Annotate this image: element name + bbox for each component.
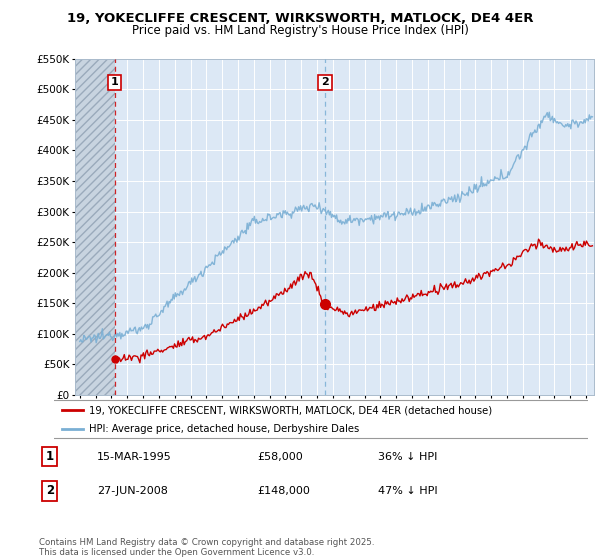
- Text: £148,000: £148,000: [257, 486, 310, 496]
- Text: 15-MAR-1995: 15-MAR-1995: [97, 451, 172, 461]
- Text: £58,000: £58,000: [257, 451, 302, 461]
- Text: 19, YOKECLIFFE CRESCENT, WIRKSWORTH, MATLOCK, DE4 4ER: 19, YOKECLIFFE CRESCENT, WIRKSWORTH, MAT…: [67, 12, 533, 25]
- Text: Contains HM Land Registry data © Crown copyright and database right 2025.
This d: Contains HM Land Registry data © Crown c…: [39, 538, 374, 557]
- FancyBboxPatch shape: [52, 400, 590, 438]
- Text: 27-JUN-2008: 27-JUN-2008: [97, 486, 167, 496]
- Text: Price paid vs. HM Land Registry's House Price Index (HPI): Price paid vs. HM Land Registry's House …: [131, 24, 469, 37]
- Text: 1: 1: [46, 450, 54, 463]
- Text: 47% ↓ HPI: 47% ↓ HPI: [378, 486, 438, 496]
- Text: 36% ↓ HPI: 36% ↓ HPI: [378, 451, 437, 461]
- Text: 19, YOKECLIFFE CRESCENT, WIRKSWORTH, MATLOCK, DE4 4ER (detached house): 19, YOKECLIFFE CRESCENT, WIRKSWORTH, MAT…: [89, 405, 492, 415]
- Text: 2: 2: [321, 77, 329, 87]
- Text: 1: 1: [111, 77, 119, 87]
- Text: 2: 2: [46, 484, 54, 497]
- Text: HPI: Average price, detached house, Derbyshire Dales: HPI: Average price, detached house, Derb…: [89, 424, 359, 433]
